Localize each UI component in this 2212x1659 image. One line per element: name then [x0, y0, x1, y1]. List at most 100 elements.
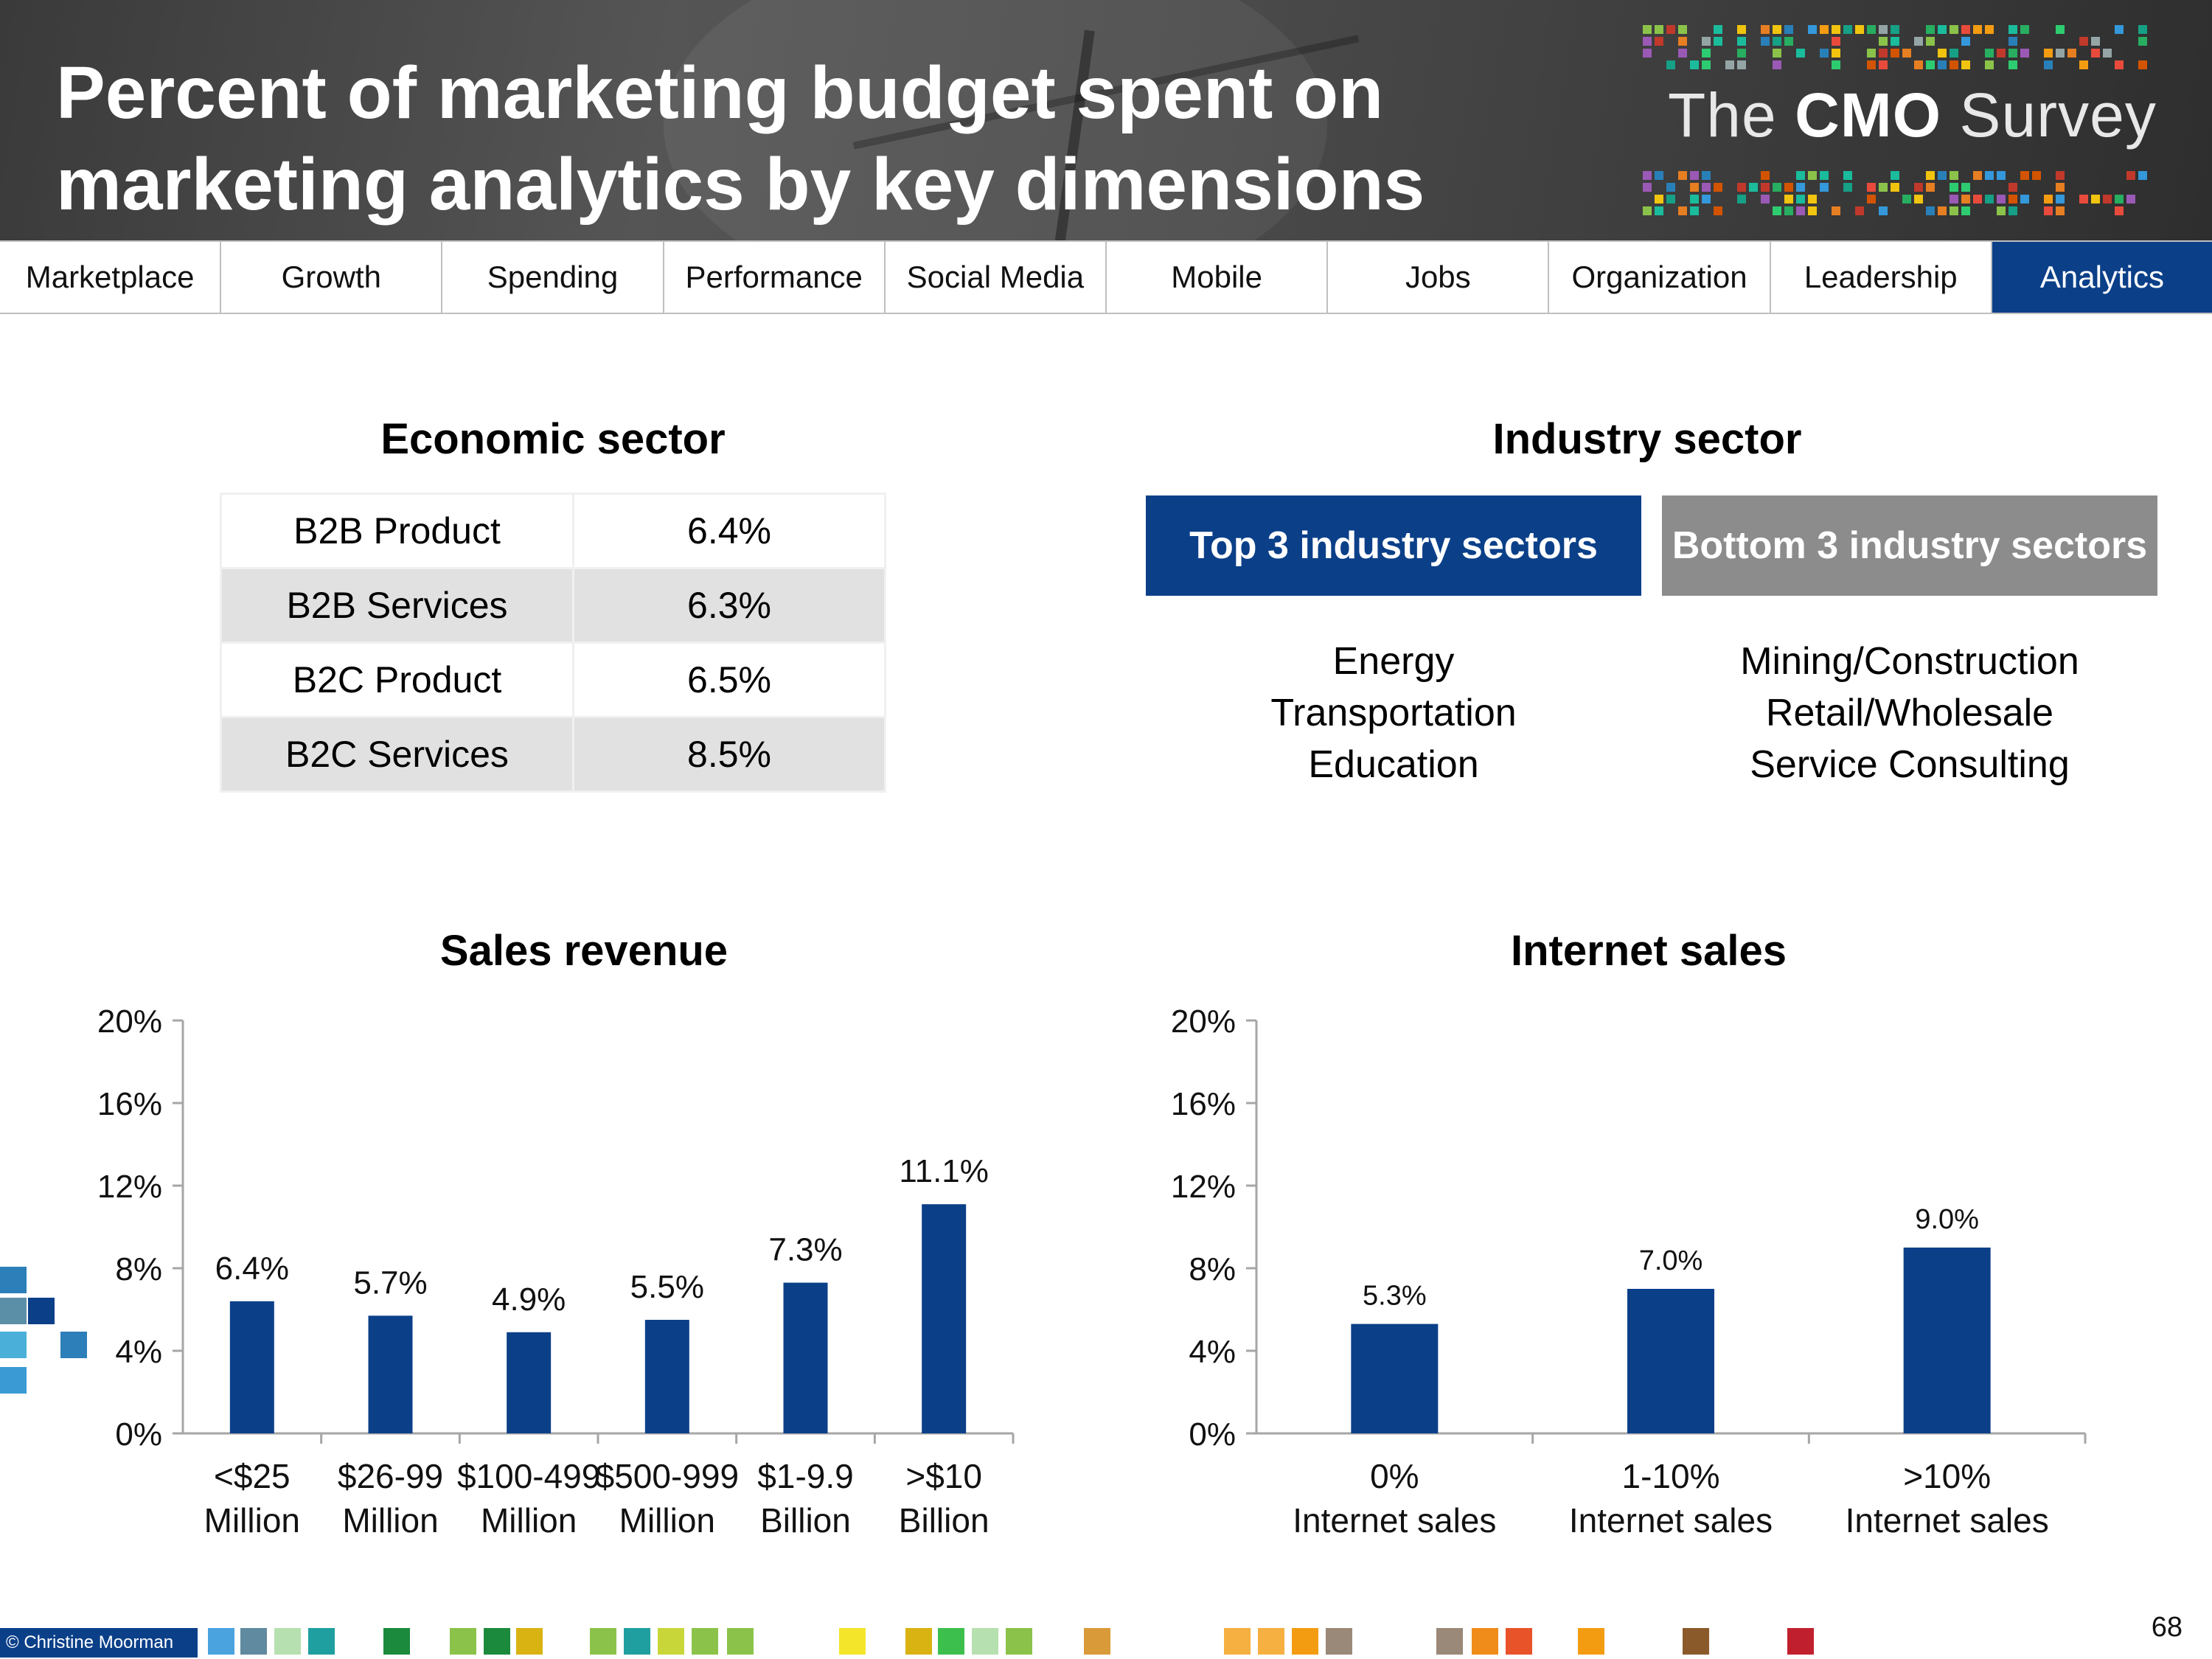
- y-tick-label: 8%: [1189, 1251, 1236, 1287]
- logo-pixel: [1678, 49, 1687, 58]
- bar: [368, 1315, 413, 1433]
- logo-pixel: [1961, 183, 1970, 192]
- logo-pixel: [2138, 60, 2147, 69]
- logo-pixel: [1808, 171, 1817, 180]
- data-label: 11.1%: [899, 1153, 989, 1189]
- logo-pixel: [2008, 183, 2017, 192]
- data-label: 7.0%: [1639, 1245, 1703, 1276]
- logo-pixel: [1796, 206, 1805, 215]
- logo-pixel: [1926, 206, 1935, 215]
- footer-square: [274, 1628, 301, 1655]
- logo-pixel: [1643, 37, 1652, 46]
- logo-pixel: [1796, 183, 1805, 192]
- data-label: 9.0%: [1915, 1204, 1979, 1235]
- logo-pixel: [2044, 195, 2053, 204]
- footer-square: [938, 1628, 964, 1655]
- logo-pixel: [2138, 25, 2147, 34]
- logo-pixel: [1985, 25, 1994, 34]
- logo-pixel: [1891, 183, 1899, 192]
- logo-pixel: [1879, 206, 1888, 215]
- industry-item: Service Consulting: [1750, 743, 2070, 786]
- logo-pixel: [1950, 195, 1958, 204]
- logo-pixel: [1761, 37, 1770, 46]
- logo-pixel: [1820, 183, 1829, 192]
- tab-mobile[interactable]: Mobile: [1107, 242, 1329, 313]
- logo-pixel: [1832, 206, 1840, 215]
- header-background-shape: [664, 0, 1327, 240]
- tab-social-media[interactable]: Social Media: [886, 242, 1107, 313]
- logo-pixel: [1702, 49, 1711, 58]
- logo-pixel: [1690, 206, 1699, 215]
- logo-pixel: [1761, 25, 1770, 34]
- economic-sector-table: B2B Product 6.4% B2B Services 6.3% B2C Produ…: [220, 493, 886, 793]
- logo-pixel: [1997, 49, 2006, 58]
- logo-pixel: [1643, 206, 1652, 215]
- logo-pixel: [1773, 206, 1781, 215]
- logo-pixel: [1796, 195, 1805, 204]
- sector-value: 6.5%: [572, 641, 886, 718]
- x-tick-label: Internet sales: [1293, 1501, 1496, 1540]
- tab-spending[interactable]: Spending: [442, 242, 664, 313]
- logo-pixel: [1950, 60, 1958, 69]
- footer-square: [308, 1628, 335, 1655]
- page-number: 68: [2151, 1612, 2183, 1643]
- footer-square: [1326, 1628, 1352, 1655]
- logo-pixel: [1961, 25, 1970, 34]
- logo-pixel: [2091, 37, 2100, 46]
- tab-marketplace[interactable]: Marketplace: [0, 242, 222, 313]
- bar: [1903, 1248, 1991, 1433]
- footer-square: [972, 1628, 998, 1655]
- bar: [229, 1301, 274, 1433]
- logo-pixel: [1997, 171, 2006, 180]
- logo-pixel: [1914, 183, 1923, 192]
- logo-pixel: [1997, 195, 2006, 204]
- logo-pixel: [2008, 206, 2017, 215]
- logo-pixel: [1938, 171, 1947, 180]
- tab-growth[interactable]: Growth: [221, 242, 443, 313]
- logo-pixel: [1914, 37, 1923, 46]
- logo-pixel: [1832, 25, 1840, 34]
- tab-analytics[interactable]: Analytics: [1992, 242, 2212, 313]
- logo-pixel: [2079, 37, 2088, 46]
- tab-jobs[interactable]: Jobs: [1328, 242, 1550, 313]
- tab-performance[interactable]: Performance: [664, 242, 886, 313]
- industry-sector-title: Industry sector: [1492, 415, 1802, 463]
- logo-pixel: [1926, 183, 1935, 192]
- x-tick-label: Million: [619, 1501, 715, 1540]
- tab-leadership[interactable]: Leadership: [1771, 242, 1992, 313]
- logo-pixel: [2103, 195, 2112, 204]
- logo-pixel: [1879, 25, 1888, 34]
- logo-pixel: [1737, 60, 1746, 69]
- industry-item: Transportation: [1270, 692, 1517, 734]
- logo-pixel: [2056, 49, 2065, 58]
- footer-square: [450, 1628, 476, 1655]
- y-tick-label: 16%: [1171, 1086, 1236, 1122]
- logo-pixel: [1820, 171, 1829, 180]
- logo-pixel: [2020, 171, 2029, 180]
- footer-square: [484, 1628, 510, 1655]
- footer-square: [727, 1628, 754, 1655]
- x-tick-label: Billion: [899, 1501, 990, 1540]
- logo-pixel: [1773, 37, 1781, 46]
- industry-item: Energy: [1332, 640, 1455, 683]
- logo-pixel: [2138, 37, 2147, 46]
- logo-pixel: [1926, 171, 1935, 180]
- logo-pixel: [2044, 49, 2053, 58]
- sector-label: B2B Services: [220, 567, 574, 644]
- logo-pixel: [1879, 49, 1888, 58]
- logo-pixel: [1973, 171, 1982, 180]
- economic-sector-title: Economic sector: [380, 415, 726, 463]
- logo-pixel: [1902, 49, 1911, 58]
- x-tick-label: Internet sales: [1846, 1501, 2049, 1540]
- logo-pixel: [2008, 60, 2017, 69]
- sector-value: 8.5%: [572, 716, 886, 793]
- bar: [507, 1332, 552, 1433]
- y-tick-label: 4%: [115, 1334, 162, 1370]
- logo-pixel: [1938, 25, 1947, 34]
- data-label: 5.3%: [1363, 1281, 1427, 1312]
- sector-label: B2B Product: [220, 493, 574, 569]
- table-row: B2C Services 8.5%: [220, 716, 886, 793]
- tab-organization[interactable]: Organization: [1549, 242, 1771, 313]
- logo-pixel: [2138, 171, 2147, 180]
- x-tick-label: Million: [481, 1501, 577, 1540]
